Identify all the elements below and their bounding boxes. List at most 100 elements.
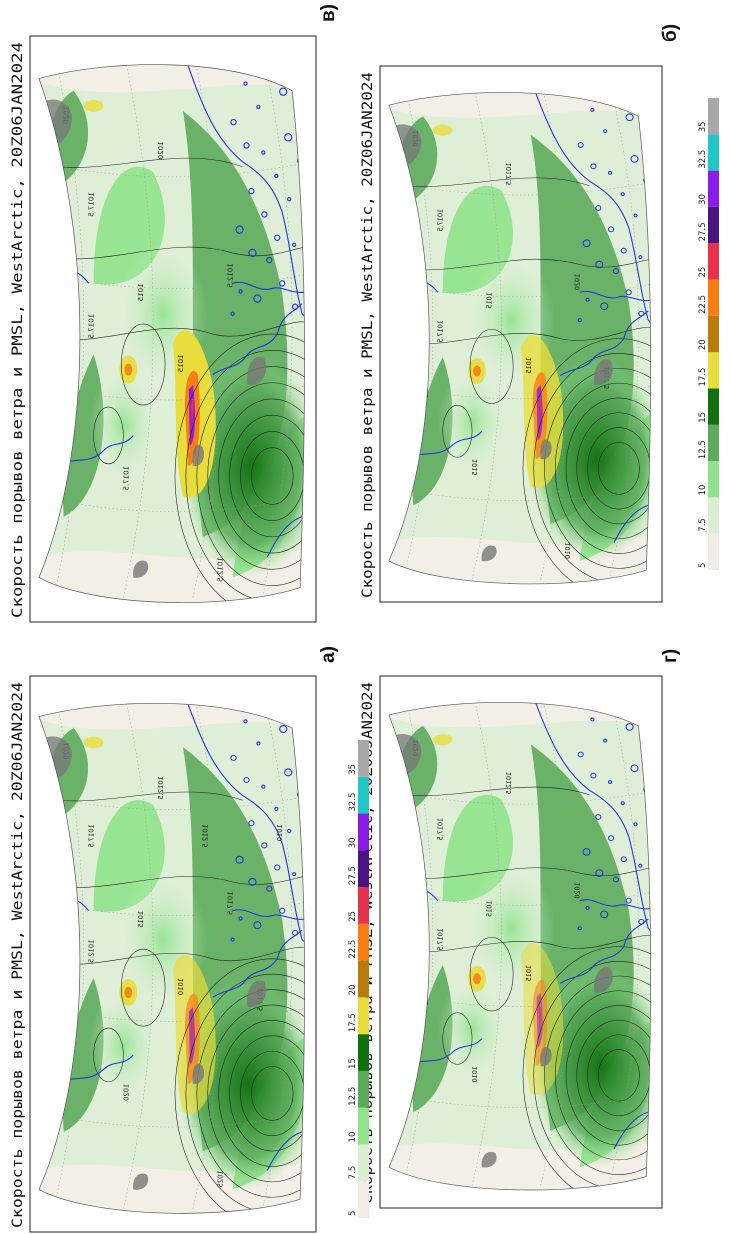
map: 10201017.510151017.5101510201012.51017.5… bbox=[388, 701, 652, 1191]
colorbar-tick-label: 5 bbox=[698, 563, 708, 568]
colorbar-tick-label: 32.5 bbox=[348, 793, 358, 812]
colorbar-swatch bbox=[358, 1144, 369, 1182]
isobar-label: 1020 bbox=[122, 1084, 130, 1101]
map: 10201017.510151017.510151012.51020101010… bbox=[38, 64, 305, 603]
colorbar-swatch bbox=[708, 533, 719, 570]
colorbar-swatch bbox=[358, 740, 369, 777]
colorbar-tick-label: 20 bbox=[698, 339, 708, 350]
colorbar-swatch bbox=[708, 206, 719, 244]
isobar-label: 1010 bbox=[177, 978, 185, 995]
coastlines bbox=[43, 703, 305, 1171]
map-area: 10201017.510151012.510101017.51012.51015… bbox=[38, 703, 305, 1214]
colorbar-tick-label: 30 bbox=[698, 194, 708, 205]
isobar-label: 1010 bbox=[471, 1066, 479, 1082]
colorbar-swatch bbox=[358, 1181, 369, 1218]
isobar-label: 1015 bbox=[471, 459, 479, 475]
isobar-label: 1015 bbox=[485, 292, 493, 308]
colorbar-tick-label: 15 bbox=[348, 1058, 358, 1069]
colorbar-tick-label: 22.5 bbox=[348, 940, 358, 959]
colorbar-tick-label: 20 bbox=[348, 985, 358, 996]
isobar-label: 1012.5 bbox=[202, 824, 210, 848]
colorbar-swatch bbox=[358, 1034, 369, 1071]
map-area: 10201017.510151017.5101510201017.51012.5… bbox=[388, 92, 651, 584]
colorbar-swatch bbox=[358, 776, 369, 814]
colorbar-tick-label: 27.5 bbox=[348, 866, 358, 885]
panel-title: Скорость порывов ветра и PMSL, WestArcti… bbox=[10, 682, 26, 1228]
panel-label: г) bbox=[660, 649, 681, 663]
map: 10201017.510151012.510101017.51012.51015… bbox=[38, 703, 305, 1214]
colorbar-tick-label: 35 bbox=[348, 764, 358, 775]
colorbar-tick-label: 5 bbox=[348, 1211, 358, 1216]
colorbar-swatch bbox=[358, 997, 369, 1035]
colorbar-tick-label: 22.5 bbox=[698, 295, 708, 314]
colorbar-tick-label: 7.5 bbox=[698, 518, 708, 532]
colorbar-tick-label: 10 bbox=[698, 485, 708, 496]
panel-b: Скорость порывов ветра и PMSL, WestArcti… bbox=[360, 24, 681, 603]
colorbar-right: 5 7.5 10 12.5 15 17.5 20 22.5 25 27.5 30 32.5 35 bbox=[698, 98, 719, 570]
panel-label: в) bbox=[318, 4, 339, 22]
colorbar-swatch bbox=[358, 813, 369, 851]
colorbar-swatch bbox=[358, 887, 369, 924]
panel-label: б) bbox=[660, 24, 681, 42]
colorbar-left: 5 7.5 10 12.5 15 17.5 20 22.5 25 27.5 30 32.5 35 bbox=[348, 740, 369, 1218]
isobar-label: 1017.5 bbox=[437, 209, 445, 232]
colorbar-tick-label: 25 bbox=[348, 911, 358, 922]
colorbar-swatch bbox=[708, 388, 719, 425]
isobar-label: 1015 bbox=[137, 911, 145, 928]
isobar-label: 1015 bbox=[525, 965, 533, 981]
isobar-label: 1015 bbox=[136, 283, 145, 301]
colorbar-swatch bbox=[708, 134, 719, 171]
colorbar-tick-label: 35 bbox=[698, 121, 708, 132]
isobar-label: 1017.5 bbox=[437, 818, 445, 840]
isobar-label: 1020 bbox=[574, 274, 582, 290]
colorbar-swatch bbox=[708, 424, 719, 462]
colorbar-swatch bbox=[708, 461, 719, 498]
isobar-label: 1012.5 bbox=[505, 772, 513, 794]
colorbar-swatch bbox=[708, 243, 719, 280]
isobar-label: 1017.5 bbox=[437, 928, 445, 950]
colorbar-swatch bbox=[358, 850, 369, 888]
isobar-label: 1010 bbox=[276, 824, 284, 841]
coastlines bbox=[393, 92, 651, 543]
isobar-label: 1017.5 bbox=[87, 314, 96, 339]
isobar-label: 1012.5 bbox=[87, 940, 95, 964]
colorbar-swatch bbox=[708, 315, 719, 353]
colorbar-swatch bbox=[358, 923, 369, 961]
colorbar-tick-label: 30 bbox=[348, 837, 358, 848]
isobar-label: 1010 bbox=[564, 542, 572, 558]
isobar-label: 1015 bbox=[485, 901, 493, 917]
map-area: 10201017.510151017.5101510201012.51017.5… bbox=[388, 702, 651, 1190]
colorbar-swatch bbox=[358, 1107, 369, 1145]
isobar-label: 1020 bbox=[156, 141, 165, 159]
colorbar-swatch bbox=[708, 170, 719, 207]
isobar-label: 1012.5 bbox=[216, 557, 225, 582]
colorbar-swatch bbox=[708, 98, 719, 135]
graticule bbox=[388, 92, 651, 580]
isobar-label: 1017.5 bbox=[226, 892, 234, 916]
isobar-label: 1012.5 bbox=[226, 263, 235, 288]
isobars bbox=[388, 786, 651, 1190]
colorbar-tick-label: 32.5 bbox=[698, 150, 708, 169]
panel-v: Скорость порывов ветра и PMSL, WestArcti… bbox=[10, 4, 339, 623]
isobar-label: 1020 bbox=[574, 882, 582, 898]
isobar-label: 1017.5 bbox=[505, 163, 513, 186]
colorbar-tick-label: 17.5 bbox=[348, 1013, 358, 1032]
colorbar-swatch bbox=[708, 352, 719, 389]
panel-g: Скорость порывов ветра и PMSL, WestArcti… bbox=[360, 649, 681, 1209]
isobar-label: 1017.5 bbox=[121, 466, 130, 491]
isobar-label: 1015 bbox=[176, 354, 185, 372]
panel-label: а) bbox=[318, 646, 339, 663]
colorbar-tick-label: 12.5 bbox=[698, 440, 708, 459]
panel-a: Скорость порывов ветра и PMSL, WestArcti… bbox=[10, 646, 339, 1233]
isobar-label: 1017.5 bbox=[437, 320, 445, 343]
colorbar-tick-label: 15 bbox=[698, 412, 708, 423]
map-area: 10201017.510151017.510151012.51020101010… bbox=[38, 64, 305, 603]
isobar-label: 1017.5 bbox=[87, 824, 95, 848]
isobar-label: 1015 bbox=[525, 357, 533, 373]
colorbar-tick-label: 17.5 bbox=[698, 368, 708, 387]
panel-title: Скорость порывов ветра и PMSL, WestArcti… bbox=[10, 42, 26, 618]
colorbar-swatch bbox=[708, 497, 719, 534]
colorbar-swatch bbox=[708, 279, 719, 316]
colorbar-tick-label: 27.5 bbox=[698, 222, 708, 241]
